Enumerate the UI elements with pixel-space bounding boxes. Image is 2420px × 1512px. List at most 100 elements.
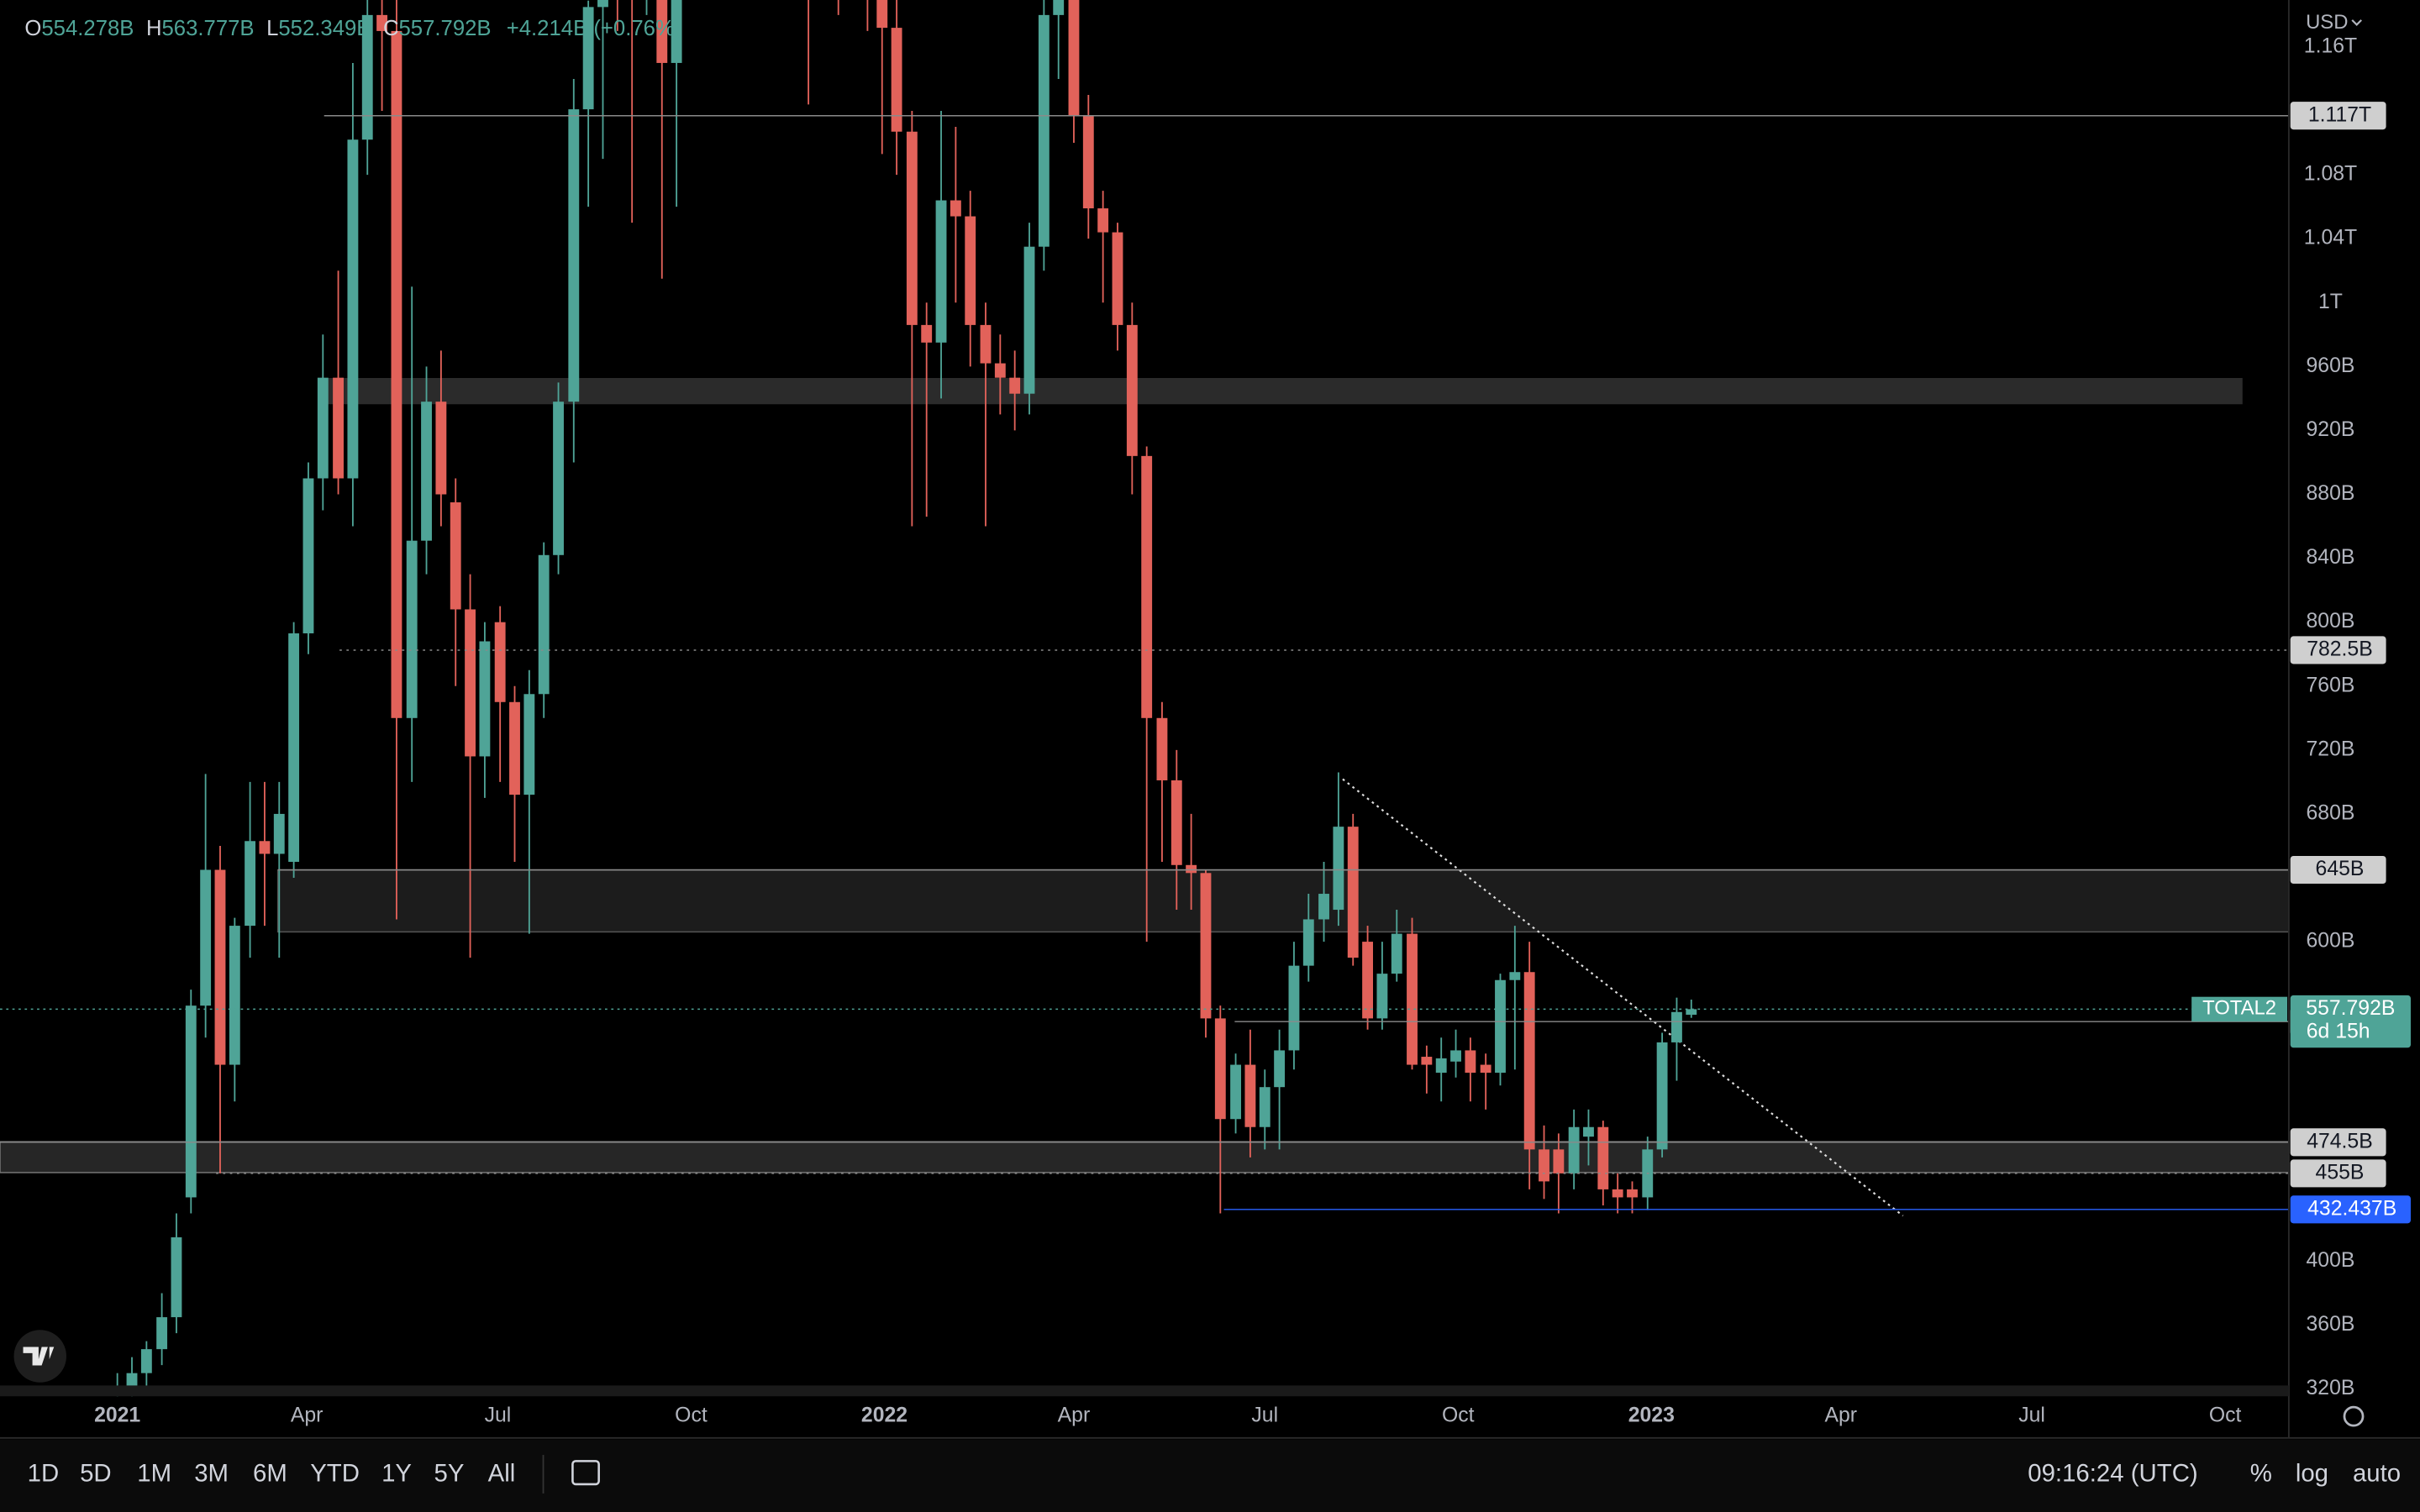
- candle-body: [1038, 14, 1050, 247]
- range-button[interactable]: YTD: [310, 1460, 360, 1488]
- candle-body: [1244, 1064, 1256, 1127]
- candle-body: [333, 377, 344, 479]
- candle-body: [1288, 965, 1300, 1051]
- zone: [0, 1141, 2289, 1173]
- candle-body: [1656, 1042, 1668, 1150]
- candle-body: [935, 200, 947, 343]
- candle-body: [450, 502, 461, 610]
- candle-body: [1126, 324, 1138, 456]
- y-tick-label: 760B: [2307, 674, 2355, 696]
- candle-body: [229, 926, 240, 1065]
- candle-body: [906, 131, 918, 325]
- range-button[interactable]: 1D: [28, 1460, 60, 1488]
- candle-body: [259, 841, 271, 854]
- candle-body: [1450, 1050, 1461, 1062]
- x-tick-label: Jul: [1251, 1404, 1278, 1427]
- candle-body: [1523, 972, 1535, 1150]
- candle-body: [994, 363, 1006, 378]
- candle-body: [1068, 0, 1080, 116]
- candle-body: [538, 554, 550, 695]
- x-tick-label: Oct: [2209, 1404, 2242, 1427]
- scale-option[interactable]: auto: [2353, 1460, 2401, 1488]
- range-button[interactable]: 3M: [194, 1460, 229, 1488]
- range-button[interactable]: 6M: [253, 1460, 287, 1488]
- candle-body: [980, 324, 992, 364]
- trend-line: [1342, 778, 1904, 1217]
- countdown: 6d 15h: [2307, 1020, 2370, 1042]
- range-button[interactable]: All: [488, 1460, 516, 1488]
- x-tick-label: Oct: [1442, 1404, 1475, 1427]
- candle-body: [435, 402, 447, 495]
- range-button[interactable]: 1M: [137, 1460, 171, 1488]
- candle-body: [1302, 919, 1314, 966]
- price-label-box: [2290, 1128, 2386, 1157]
- y-tick-label: 800B: [2307, 610, 2355, 633]
- candle-body: [376, 14, 388, 31]
- candle-body: [1053, 0, 1065, 15]
- candle-body: [1009, 377, 1021, 394]
- zone: [276, 869, 2289, 933]
- x-tick-label: 2023: [1628, 1404, 1675, 1427]
- range-button[interactable]: 5Y: [434, 1460, 465, 1488]
- legend-value: 557.792B: [399, 17, 492, 40]
- x-tick-label: Jul: [485, 1404, 512, 1427]
- y-tick-label: 680B: [2307, 801, 2355, 824]
- legend-value: 563.777B: [162, 17, 255, 40]
- candle-body: [200, 869, 212, 1006]
- candle-body: [1347, 827, 1359, 958]
- candle-body: [1583, 1126, 1594, 1137]
- candle-body: [1553, 1149, 1565, 1173]
- scale-option[interactable]: log: [2296, 1460, 2328, 1488]
- y-tick-label: 840B: [2307, 546, 2355, 569]
- plot-area: [0, 0, 2289, 1397]
- candle-body: [1597, 1126, 1609, 1189]
- candle-body: [273, 813, 285, 854]
- y-tick-label: 1T: [2318, 291, 2343, 313]
- candle-body: [494, 622, 506, 702]
- candle-body: [1259, 1087, 1270, 1127]
- candle-body: [171, 1236, 182, 1318]
- x-tick-label: Apr: [1824, 1404, 1857, 1427]
- price-label-box: [2290, 855, 2386, 885]
- candle-body: [1112, 232, 1123, 325]
- currency[interactable]: USD: [2306, 11, 2348, 34]
- range-button[interactable]: 5D: [80, 1460, 112, 1488]
- candle-body: [185, 1005, 197, 1198]
- candle-body: [1391, 933, 1402, 974]
- range-button[interactable]: 1Y: [381, 1460, 412, 1488]
- candle-body: [406, 540, 418, 718]
- x-tick-label: Oct: [675, 1404, 708, 1427]
- y-tick-label: 360B: [2307, 1313, 2355, 1336]
- scale-option[interactable]: %: [2250, 1460, 2272, 1488]
- date-range-icon[interactable]: [571, 1460, 600, 1486]
- candle-body: [245, 841, 256, 927]
- x-tick-label: Apr: [1058, 1404, 1091, 1427]
- price-label: 455B: [2316, 1161, 2365, 1184]
- x-tick-label: 2022: [861, 1404, 908, 1427]
- clock: 09:16:24 (UTC): [2028, 1460, 2197, 1488]
- settings-icon[interactable]: [2343, 1405, 2365, 1427]
- candle-body: [1495, 979, 1506, 1074]
- legend-key: O: [24, 17, 41, 40]
- x-tick-label: Apr: [291, 1404, 324, 1427]
- legend-value: 554.278B: [41, 17, 134, 40]
- price-label: 782.5B: [2307, 638, 2373, 661]
- candle-body: [1568, 1126, 1580, 1173]
- y-tick-label: 1.04T: [2304, 227, 2357, 249]
- candle-body: [1509, 972, 1521, 980]
- candle-body: [1318, 894, 1329, 920]
- y-tick-label: 320B: [2307, 1377, 2355, 1399]
- last-price-box: [2290, 995, 2411, 1048]
- candle-body: [656, 0, 668, 63]
- candle-body: [1023, 246, 1035, 394]
- candle-body: [1407, 933, 1418, 1065]
- currency-caret[interactable]: [2351, 19, 2362, 26]
- candle-body: [1612, 1189, 1623, 1198]
- x-tick-label: 2021: [94, 1404, 140, 1427]
- legend-change: +4.214B (+0.76%): [507, 17, 682, 40]
- candle-body: [317, 377, 329, 479]
- candle-body: [553, 402, 564, 555]
- candle-body: [288, 633, 300, 862]
- legend-key: L: [266, 17, 278, 40]
